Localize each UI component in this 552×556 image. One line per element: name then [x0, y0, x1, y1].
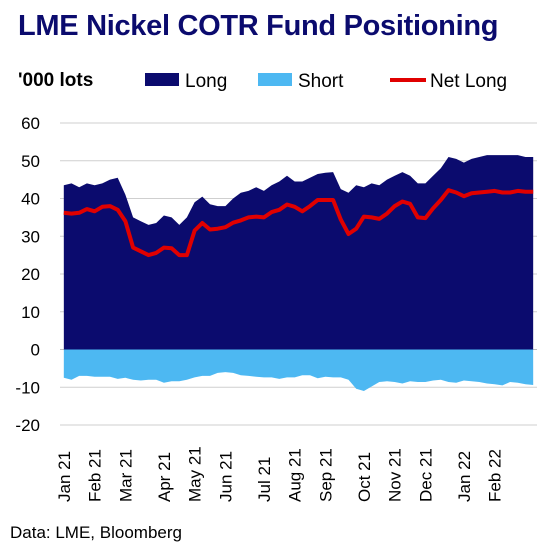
x-tick-label: Jan 21 [55, 451, 74, 502]
x-tick-label: Dec 21 [416, 448, 435, 502]
x-tick-label: Aug 21 [286, 448, 305, 502]
series-line-net-long [63, 188, 534, 258]
x-tick-label: Mar 21 [116, 449, 135, 502]
x-tick-label: Jun 21 [216, 451, 235, 502]
legend: Long Short Net Long [145, 71, 507, 92]
x-tick-label: May 21 [186, 446, 205, 502]
series-area-short [63, 349, 534, 391]
x-tick-label: Nov 21 [386, 448, 405, 502]
legend-swatch [258, 73, 292, 86]
legend-swatch [145, 73, 179, 86]
x-tick-label: Jan 22 [455, 451, 474, 502]
y-tick-label: 30 [21, 227, 40, 246]
y-axis: -20 -10 0 10 20 30 40 50 60 [15, 114, 40, 435]
x-tick-label: Apr 21 [155, 452, 174, 502]
x-axis: Jan 21 Feb 21 Mar 21 Apr 21 May 21 Jun 21 Jul … [55, 446, 505, 502]
y-axis-label: '000 lots [18, 70, 93, 91]
series-area-long [63, 155, 534, 350]
y-tick-label: -10 [15, 378, 40, 397]
source-note: Data: LME, Bloomberg [10, 523, 182, 542]
legend-label: Short [298, 71, 344, 92]
x-tick-label: Feb 22 [486, 449, 505, 502]
legend-label: Net Long [430, 71, 507, 92]
x-tick-label: Feb 21 [86, 449, 105, 502]
area-series [63, 155, 534, 391]
legend-label: Long [185, 71, 227, 92]
x-tick-label: Oct 21 [355, 452, 374, 502]
x-tick-label: Sep 21 [316, 448, 335, 502]
x-tick-label: Jul 21 [255, 457, 274, 502]
y-tick-label: 0 [31, 341, 40, 360]
y-tick-label: 60 [21, 114, 40, 133]
y-tick-label: -20 [15, 416, 40, 435]
page-title: LME Nickel COTR Fund Positioning [18, 10, 499, 42]
y-tick-label: 10 [21, 303, 40, 322]
y-tick-label: 50 [21, 152, 40, 171]
y-tick-label: 40 [21, 190, 40, 209]
y-tick-label: 20 [21, 265, 40, 284]
line-series [63, 188, 534, 258]
